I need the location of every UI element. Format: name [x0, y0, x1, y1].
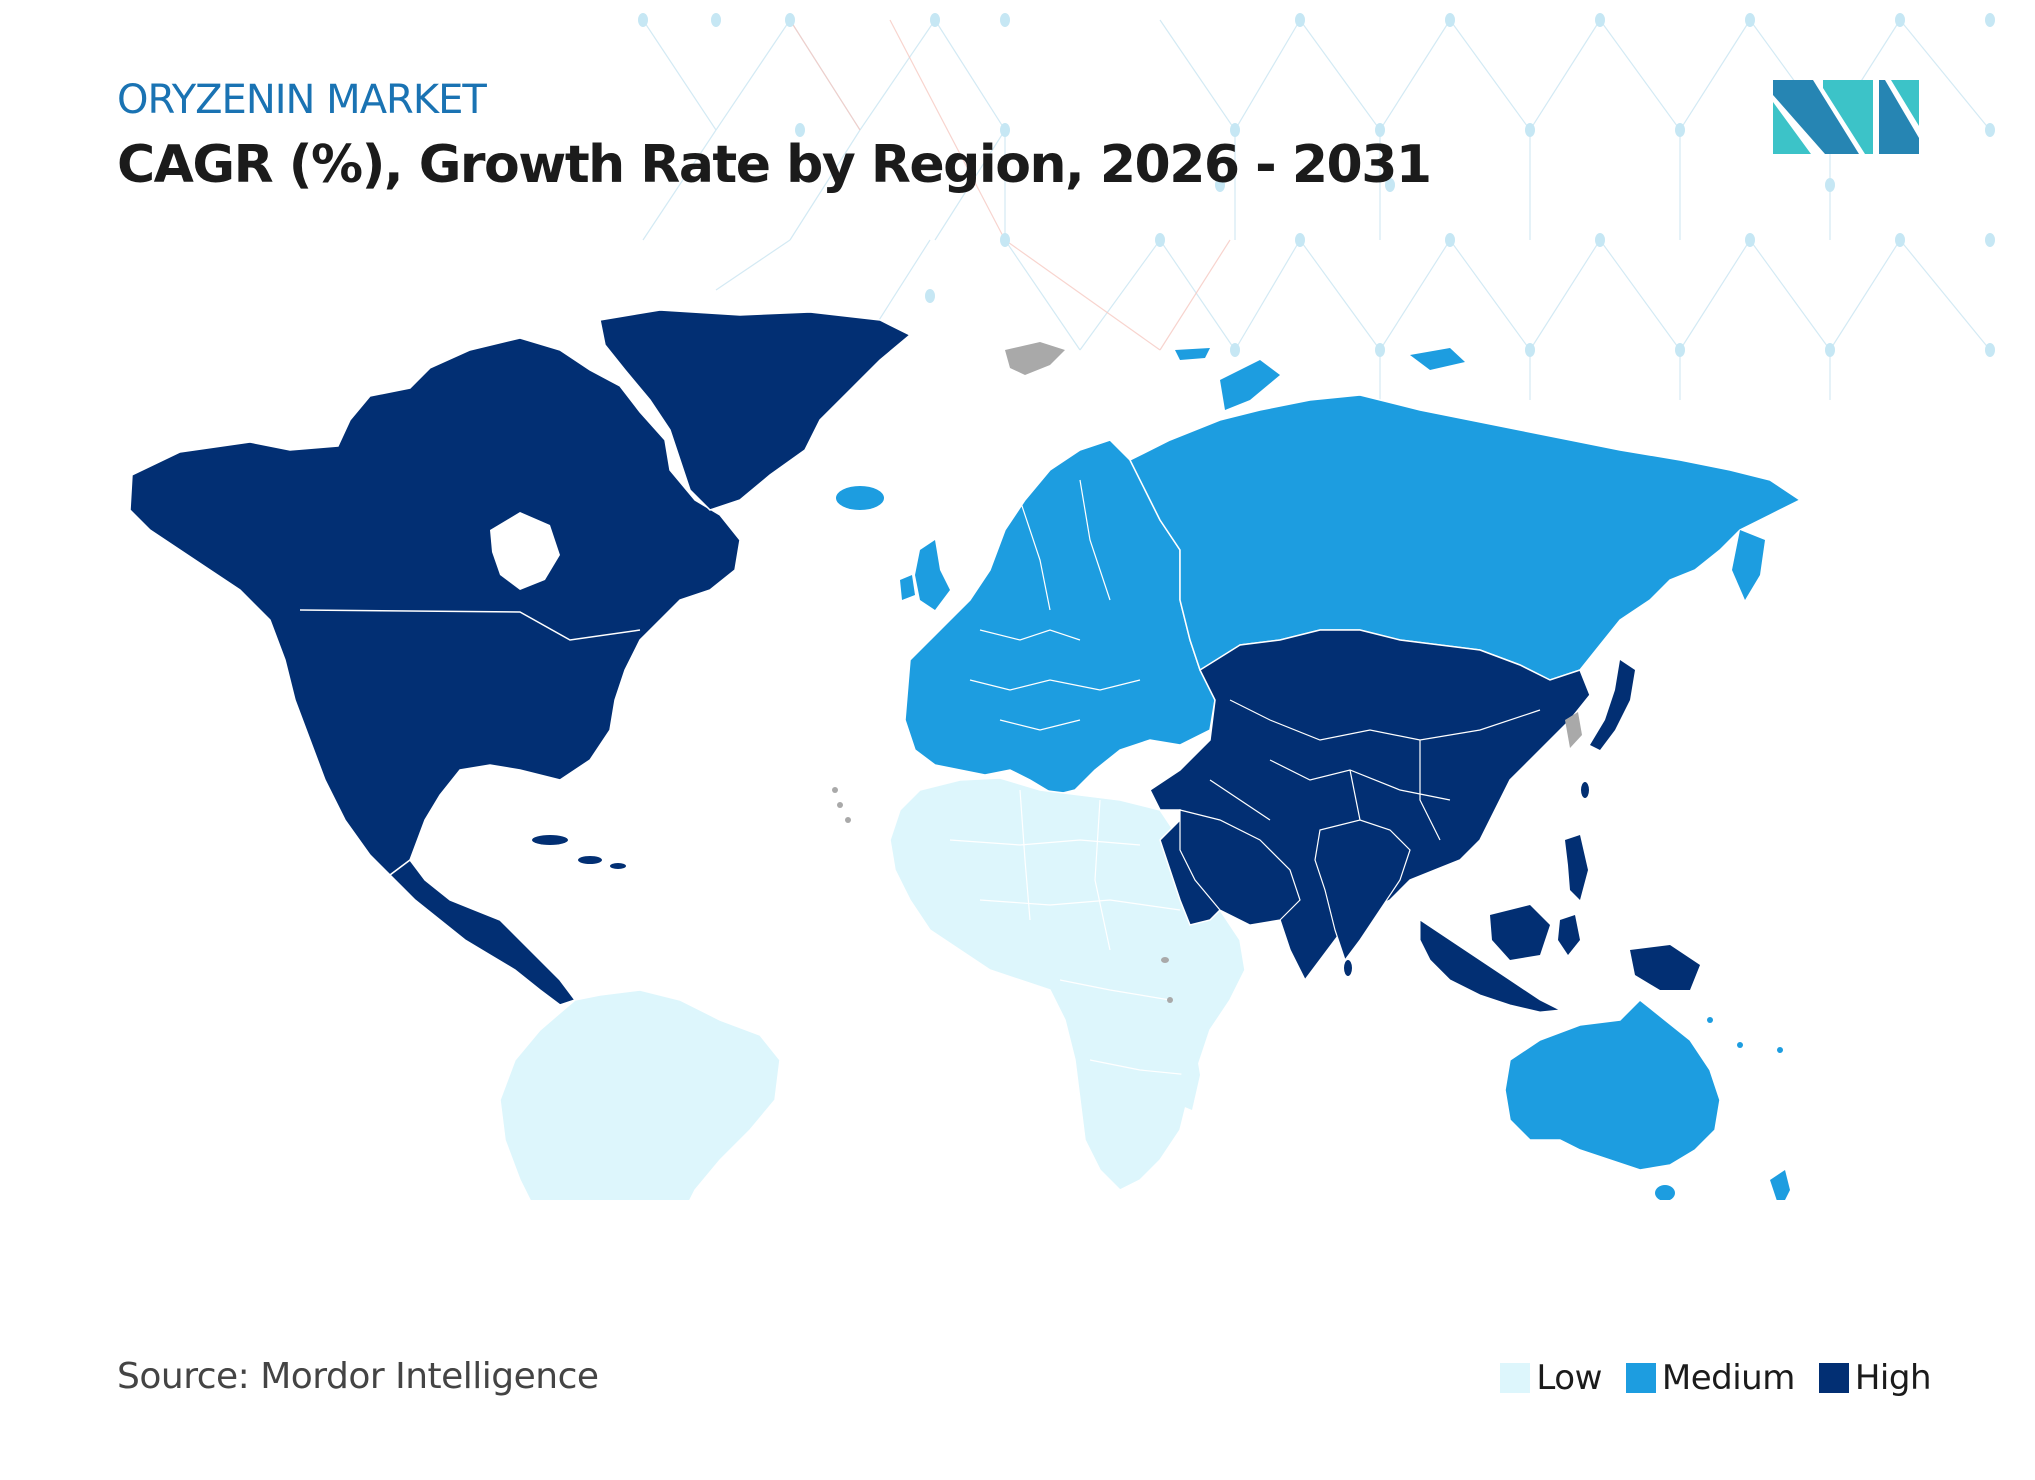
legend-item-medium: Medium — [1625, 1358, 1795, 1398]
region-southeast-asia[interactable] — [1419, 919, 1562, 1013]
region-north-america[interactable] — [129, 337, 741, 876]
map-legend: Low Medium High — [1500, 1358, 1932, 1398]
region-svalbard[interactable] — [1005, 342, 1065, 375]
legend-swatch-medium — [1625, 1363, 1656, 1393]
source-note: Source: Mordor Intelligence — [117, 1356, 599, 1397]
region-new-zealand[interactable] — [1770, 1170, 1790, 1200]
chart-header: ORYZENIN MARKET CAGR (%), Growth Rate by… — [117, 74, 1432, 200]
region-australia[interactable] — [1504, 998, 1721, 1171]
region-madagascar[interactable] — [1180, 1045, 1200, 1110]
mordor-intelligence-logo-icon — [1773, 80, 1919, 154]
region-africa[interactable] — [889, 777, 1246, 1191]
chart-title: CAGR (%), Growth Rate by Region, 2026 - … — [117, 135, 1432, 195]
region-south-america[interactable] — [499, 989, 781, 1200]
region-central-america[interactable] — [388, 858, 577, 1006]
legend-label-low: Low — [1536, 1358, 1602, 1398]
legend-item-low: Low — [1500, 1358, 1602, 1398]
world-choropleth-map — [129, 309, 1802, 1200]
market-subtitle: ORYZENIN MARKET — [117, 77, 487, 123]
legend-swatch-high — [1818, 1363, 1849, 1393]
legend-label-medium: Medium — [1661, 1358, 1795, 1398]
region-japan[interactable] — [1590, 660, 1635, 750]
legend-item-high: High — [1818, 1358, 1932, 1398]
legend-swatch-low — [1500, 1363, 1531, 1393]
region-iceland[interactable] — [836, 486, 884, 510]
legend-label-high: High — [1854, 1358, 1932, 1398]
region-greenland[interactable] — [599, 309, 912, 511]
region-russia[interactable] — [1128, 394, 1802, 681]
